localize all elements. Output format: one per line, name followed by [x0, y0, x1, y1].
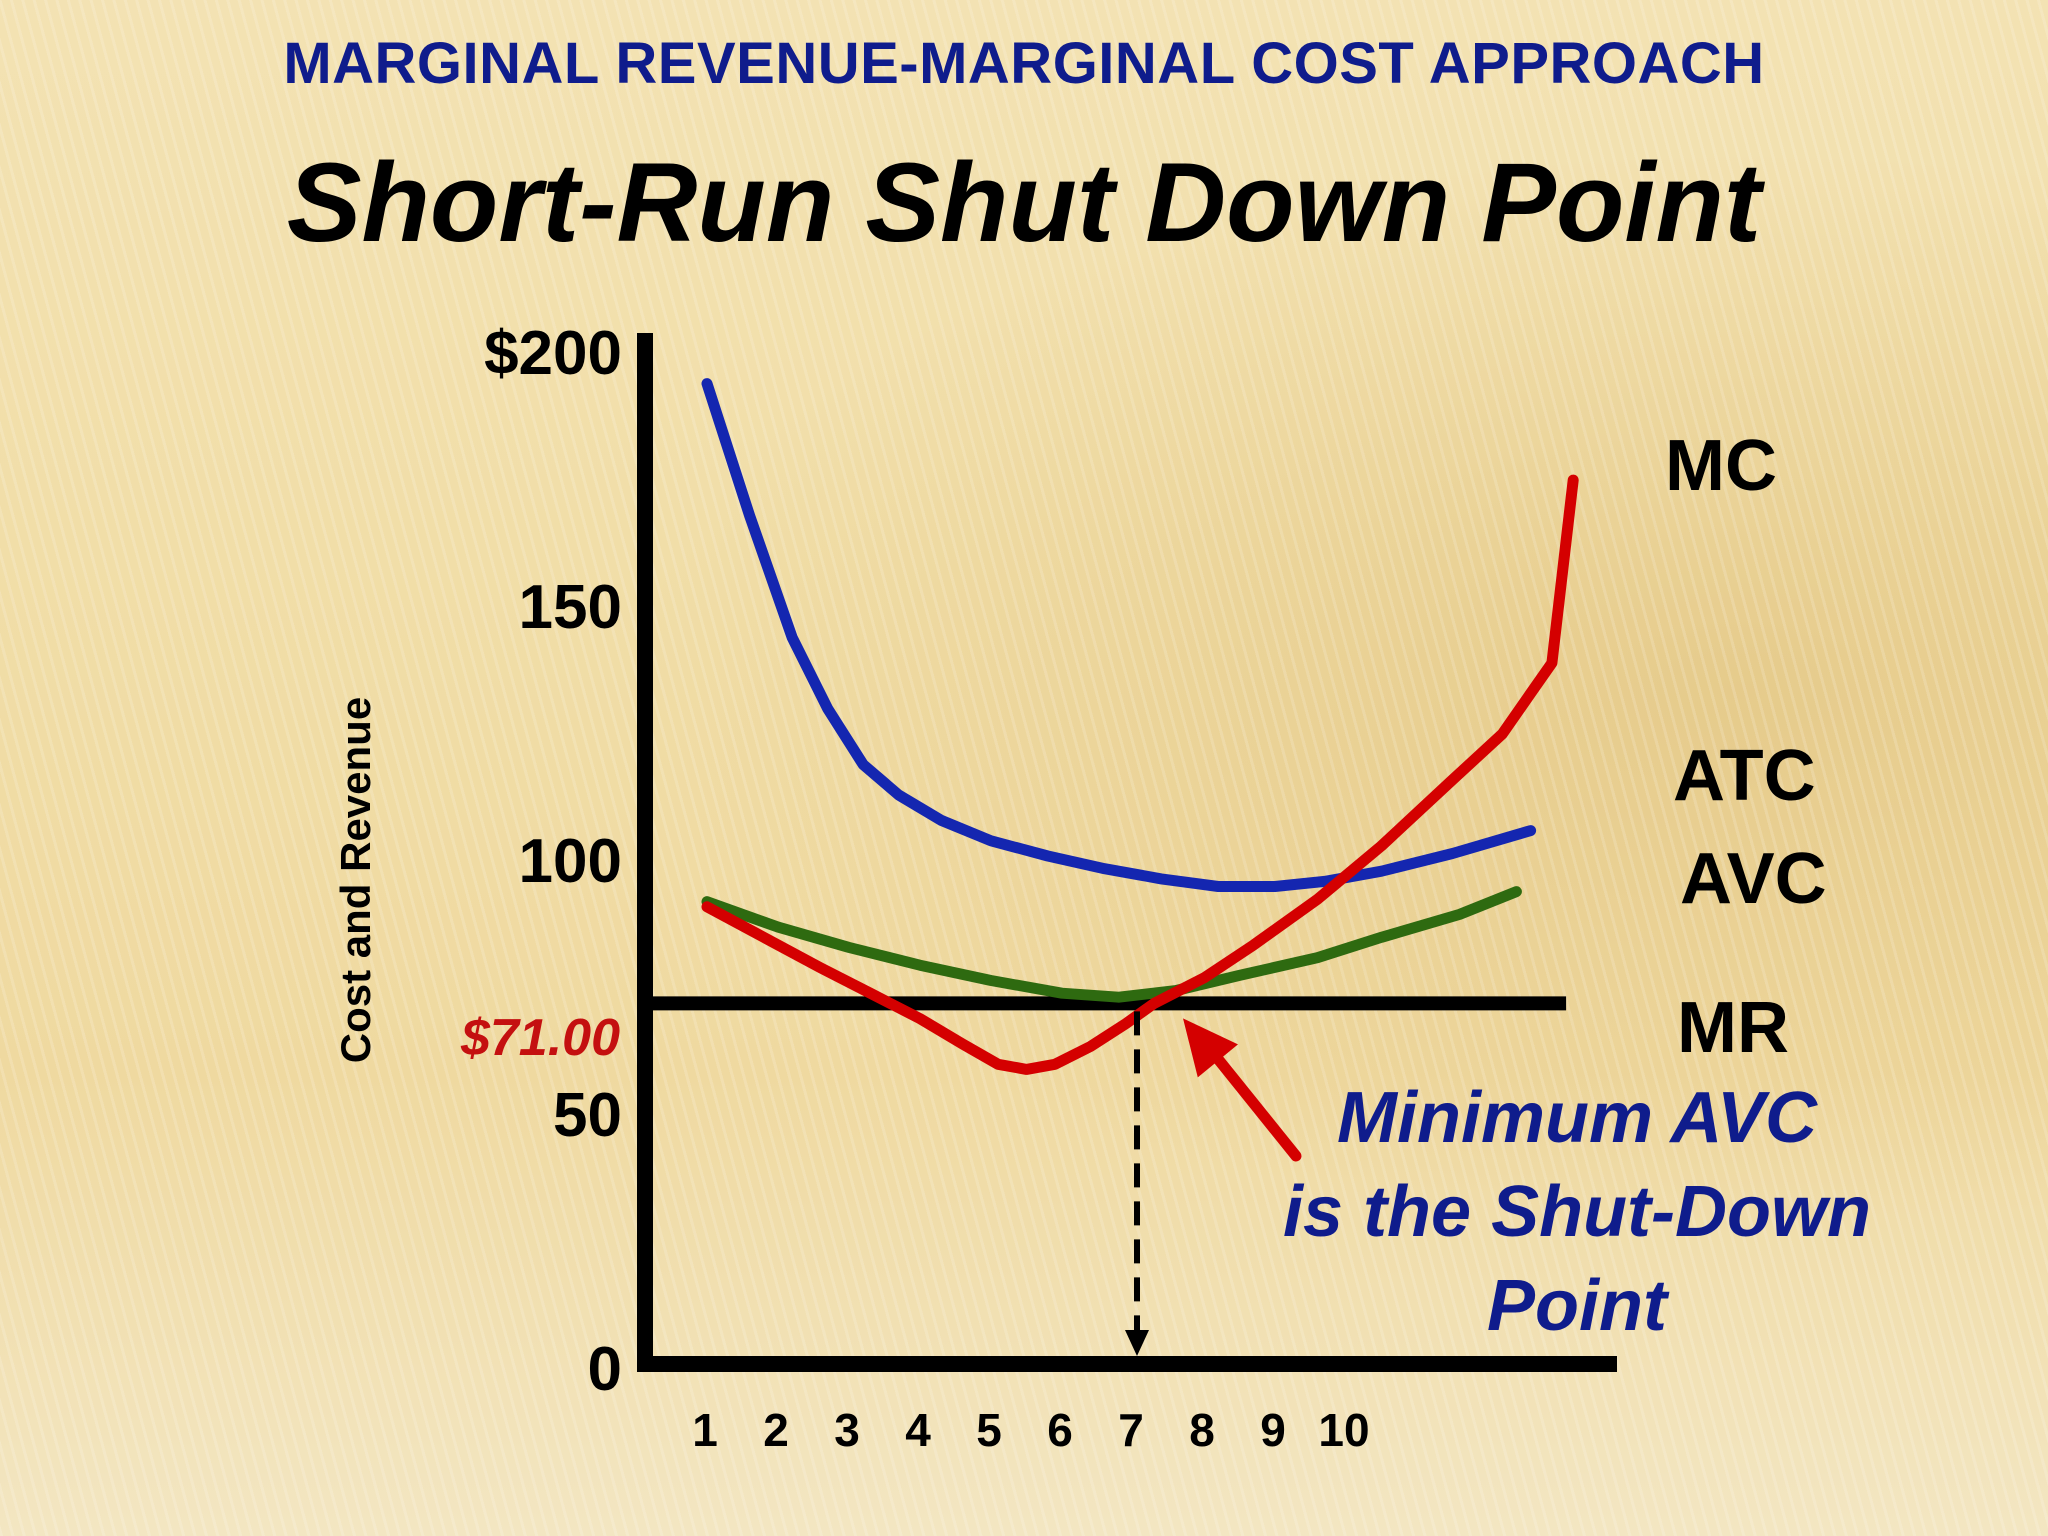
x-tick-label: 7 [1118, 1404, 1144, 1456]
labels-layer: Cost and Revenue $71.00 MC ATC AVC MR Mi… [332, 426, 1871, 1346]
mr-label: MR [1677, 988, 1789, 1068]
avc-curve [701, 886, 1522, 1003]
mc-curve [701, 474, 1579, 1075]
x-tick-label: 6 [1047, 1404, 1073, 1456]
y-tick-label: 100 [519, 827, 622, 896]
x-tick-label: 10 [1318, 1404, 1369, 1456]
x-tick-label: 3 [834, 1404, 860, 1456]
x-tick-label: 2 [763, 1404, 789, 1456]
axes-layer [637, 333, 1617, 1372]
y-tick-label: $200 [484, 319, 622, 388]
x-tick-label: 5 [976, 1404, 1002, 1456]
mr-price-label: $71.00 [460, 1009, 620, 1067]
x-tick-label: 4 [905, 1404, 931, 1456]
avc-label: AVC [1680, 839, 1827, 919]
slide-subtitle: MARGINAL REVENUE-MARGINAL COST APPROACH [283, 31, 1765, 96]
ticks-layer: 0 50 100 150 $200 1 2 3 4 5 6 7 8 9 10 [484, 319, 1370, 1456]
callout-line-1: Minimum AVC [1337, 1078, 1818, 1158]
slide-title: Short-Run Shut Down Point [286, 140, 1762, 265]
y-tick-label: 0 [588, 1335, 622, 1404]
callout-line-2: is the Shut-Down [1283, 1172, 1871, 1252]
x-tick-label: 1 [692, 1404, 718, 1456]
x-tick-label: 8 [1189, 1404, 1215, 1456]
mc-label: MC [1665, 426, 1777, 506]
y-tick-label: 150 [519, 573, 622, 642]
shutdown-drop-arrowhead [1125, 1330, 1149, 1356]
callout-arrow-head [1183, 1018, 1238, 1078]
curves-layer [644, 378, 1579, 1356]
callout-arrow-shaft [1205, 1044, 1302, 1162]
y-axis-label: Cost and Revenue [332, 697, 379, 1063]
y-tick-label: 50 [553, 1081, 622, 1150]
atc-label: ATC [1673, 736, 1816, 816]
x-tick-label: 9 [1260, 1404, 1286, 1456]
callout-line-3: Point [1487, 1266, 1670, 1346]
atc-curve [701, 378, 1537, 892]
